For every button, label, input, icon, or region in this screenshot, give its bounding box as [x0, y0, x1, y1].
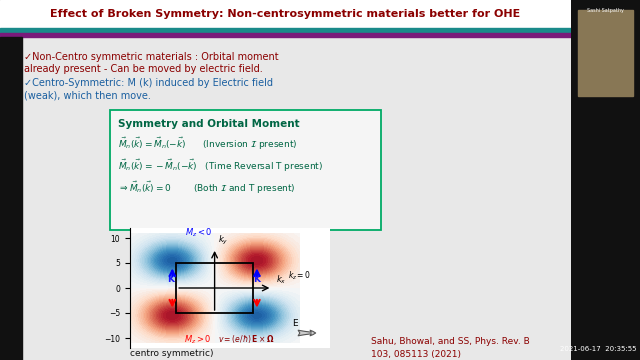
- Text: $v = (e/\hbar)\,\mathbf{E}\times\mathbf{\Omega}$: $v = (e/\hbar)\,\mathbf{E}\times\mathbf{…: [218, 333, 275, 345]
- Text: $M_z > 0$: $M_z > 0$: [184, 333, 211, 346]
- Text: $k_z=0$: $k_z=0$: [288, 269, 311, 282]
- Text: $M_z < 0$: $M_z < 0$: [186, 226, 213, 239]
- Text: Symmetry and Orbital Moment: Symmetry and Orbital Moment: [118, 119, 300, 129]
- Text: K: K: [253, 275, 260, 284]
- Text: Sashi Satpathy: Sashi Satpathy: [587, 8, 624, 13]
- Text: Effect of Broken Symmetry: Non-centrosymmetric materials better for OHE: Effect of Broken Symmetry: Non-centrosym…: [51, 9, 520, 19]
- Text: $\Rightarrow\vec{M}_n(\vec{k})=0$        (Both $\mathcal{I}$ and T present): $\Rightarrow\vec{M}_n(\vec{k})=0$ (Both …: [118, 180, 296, 196]
- Bar: [176, 263, 253, 313]
- Text: Sahu, Bhowal, and SS, Phys. Rev. B: Sahu, Bhowal, and SS, Phys. Rev. B: [371, 338, 529, 346]
- Text: (weak), which then move.: (weak), which then move.: [24, 90, 151, 100]
- Text: E: E: [292, 319, 298, 328]
- Bar: [0, 0, 571, 28]
- Text: $\vec{M}_n(\vec{k})=\vec{M}_n(-\vec{k})$      (Inversion $\mathcal{I}$ present): $\vec{M}_n(\vec{k})=\vec{M}_n(-\vec{k})$…: [118, 136, 298, 152]
- Text: $\vec{M}_n(\vec{k})=-\vec{M}_n(-\vec{k})$   (Time Reversal T present): $\vec{M}_n(\vec{k})=-\vec{M}_n(-\vec{k})…: [118, 158, 323, 174]
- Text: K': K': [168, 275, 177, 284]
- Bar: [578, 10, 633, 96]
- Text: 2021-06-17  20:35:55: 2021-06-17 20:35:55: [559, 346, 636, 352]
- Bar: [0, 33, 571, 37]
- Text: Orbital moments in MoS₂ (Non-: Orbital moments in MoS₂ (Non-: [130, 338, 271, 346]
- Text: ✓Non-Centro symmetric materials : Orbital moment: ✓Non-Centro symmetric materials : Orbita…: [24, 52, 278, 62]
- Bar: [0, 37, 22, 360]
- Text: $k_y$: $k_y$: [218, 234, 228, 247]
- Text: $k_x$: $k_x$: [276, 274, 287, 286]
- Text: already present - Can be moved by electric field.: already present - Can be moved by electr…: [24, 64, 263, 74]
- Text: 103, 085113 (2021): 103, 085113 (2021): [371, 350, 461, 359]
- Bar: [0, 37, 571, 360]
- Text: centro symmetric): centro symmetric): [130, 350, 214, 359]
- Bar: [110, 110, 381, 230]
- Text: ✓Centro-Symmetric: M (k) induced by Electric field: ✓Centro-Symmetric: M (k) induced by Elec…: [24, 78, 273, 88]
- Bar: [0, 28, 571, 33]
